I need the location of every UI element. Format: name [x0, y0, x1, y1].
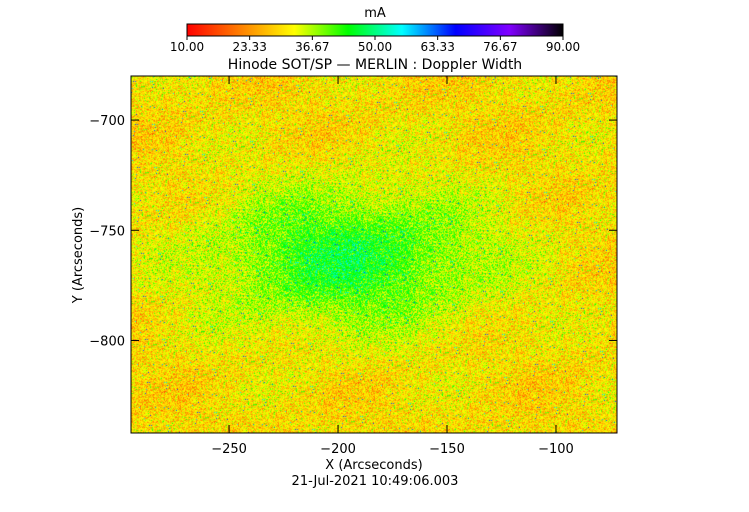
y-tick-label: −750 [89, 224, 125, 239]
colorbar-tick-label: 90.00 [546, 40, 580, 54]
colorbar-tick-label: 23.33 [232, 40, 266, 54]
x-axis-label: X (Arcseconds) [325, 458, 422, 473]
y-axis-label: Y (Arcseconds) [71, 207, 86, 304]
x-axis: −250 −200 −150 −100 [211, 76, 574, 457]
colorbar-tick-label: 63.33 [420, 40, 454, 54]
colorbar-tick-label: 36.67 [295, 40, 329, 54]
x-tick-label: −100 [538, 442, 574, 457]
colorbar-unit-label: mA [364, 6, 386, 21]
plot-frame [130, 75, 618, 434]
y-tick-label: −700 [89, 114, 125, 129]
colorbar [186, 23, 564, 37]
doppler-width-heatmap [131, 76, 617, 433]
plot-area [130, 75, 618, 434]
chart-title: Hinode SOT/SP — MERLIN : Doppler Width [228, 57, 522, 73]
y-axis: −700 −750 −800 [89, 114, 617, 349]
x-tick-label: −150 [429, 442, 465, 457]
timestamp: 21-Jul-2021 10:49:06.003 [292, 474, 459, 489]
colorbar-tick-label: 10.00 [170, 40, 204, 54]
colorbar-tick-label: 76.67 [483, 40, 517, 54]
x-tick-label: −200 [320, 442, 356, 457]
colorbar-ticks: 10.00 23.33 36.67 50.00 63.33 76.67 90.00 [170, 36, 580, 54]
colorbar-tick-label: 50.00 [358, 40, 392, 54]
x-tick-label: −250 [211, 442, 247, 457]
y-tick-label: −800 [89, 334, 125, 349]
